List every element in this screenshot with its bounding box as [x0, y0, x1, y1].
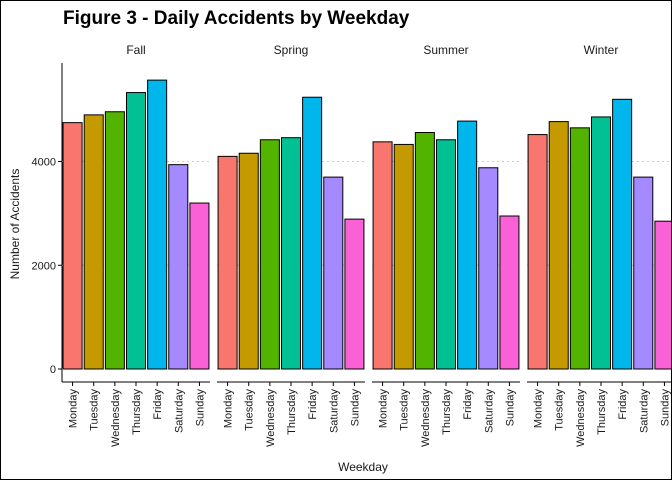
- facet-strip-label: Spring: [274, 43, 309, 57]
- x-tick-label: Saturday: [173, 389, 185, 434]
- bar-winter-sunday: [654, 220, 671, 370]
- x-tick-label: Tuesday: [244, 389, 256, 431]
- x-tick-label: Thursday: [131, 389, 143, 435]
- bar-spring-wednesday: [259, 139, 280, 370]
- bar-fall-sunday: [189, 202, 210, 370]
- bar-summer-friday: [457, 120, 478, 370]
- x-tick-label: Tuesday: [554, 389, 566, 431]
- x-tick-label: Sunday: [194, 389, 206, 427]
- bar-spring-friday: [302, 96, 323, 370]
- bar-winter-friday: [612, 98, 633, 370]
- x-tick-label: Friday: [152, 389, 164, 420]
- bar-winter-wednesday: [569, 127, 590, 370]
- facet-strip-label: Summer: [423, 43, 468, 57]
- facet-panel-winter: Winter Monday Tuesday Wednesday Thursday Frid…: [527, 43, 671, 447]
- bar-spring-tuesday: [238, 152, 259, 370]
- bar-spring-saturday: [323, 176, 344, 370]
- facet-panel-summer: Summer Monday Tuesday Wednesday Thursday Frid…: [372, 43, 520, 447]
- bar-spring-thursday: [280, 137, 302, 370]
- x-tick-label: Wednesday: [420, 389, 432, 447]
- x-tick-label: Thursday: [286, 389, 298, 435]
- bar-fall-monday: [62, 122, 83, 370]
- bar-fall-saturday: [168, 164, 189, 370]
- facet-panel-spring: Spring Monday Tuesday Wednesday Thursday Frid…: [217, 43, 365, 447]
- bar-fall-friday: [147, 79, 168, 370]
- bar-spring-monday: [217, 155, 238, 370]
- bar-summer-wednesday: [414, 131, 435, 370]
- bar-spring-sunday: [344, 218, 365, 370]
- facet-strip-label: Winter: [584, 43, 619, 57]
- x-tick-label: Wednesday: [110, 389, 122, 447]
- x-tick-label: Friday: [462, 389, 474, 420]
- x-tick-label: Monday: [378, 389, 390, 429]
- x-tick-label: Wednesday: [575, 389, 587, 447]
- y-tick-label: 0: [50, 364, 56, 376]
- x-tick-label: Friday: [617, 389, 629, 420]
- x-tick-label: Wednesday: [265, 389, 277, 447]
- x-tick-label: Sunday: [504, 389, 516, 427]
- x-tick-label: Friday: [307, 389, 319, 420]
- x-tick-label: Monday: [223, 389, 235, 429]
- x-tick-label: Monday: [68, 389, 80, 429]
- facet-strip-label: Fall: [126, 43, 145, 57]
- bar-summer-sunday: [499, 215, 520, 370]
- x-tick-label: Thursday: [596, 389, 608, 435]
- bar-fall-thursday: [125, 92, 147, 370]
- bar-fall-tuesday: [83, 114, 104, 370]
- bar-summer-saturday: [478, 167, 499, 370]
- bar-summer-monday: [372, 141, 393, 370]
- y-tick-label: 2000: [32, 260, 56, 272]
- chart-title: Figure 3 - Daily Accidents by Weekday: [63, 8, 410, 29]
- y-tick-label: 4000: [32, 157, 56, 169]
- x-tick-label: Tuesday: [89, 389, 101, 431]
- bar-winter-thursday: [590, 116, 612, 370]
- facet-panels: 0 2000 4000 Fall Monday Tuesday Wednesday Thurs…: [32, 43, 671, 447]
- y-axis-title: Number of Accidents: [8, 169, 22, 280]
- x-tick-label: Saturday: [638, 389, 650, 434]
- x-axis-title: Weekday: [338, 460, 388, 474]
- facet-panel-fall: Fall Monday Tuesday Wednesday Thursday Friday…: [62, 43, 210, 447]
- bar-summer-tuesday: [393, 143, 414, 370]
- x-tick-label: Saturday: [483, 389, 495, 434]
- bar-fall-wednesday: [104, 111, 125, 370]
- bar-winter-monday: [527, 134, 548, 370]
- bar-summer-thursday: [435, 139, 457, 370]
- bar-winter-tuesday: [548, 121, 569, 370]
- x-tick-label: Sunday: [349, 389, 361, 427]
- x-tick-label: Saturday: [328, 389, 340, 434]
- x-tick-label: Tuesday: [399, 389, 411, 431]
- x-tick-label: Monday: [533, 389, 545, 429]
- bar-winter-saturday: [633, 176, 654, 370]
- x-tick-label: Sunday: [659, 389, 671, 427]
- x-tick-label: Thursday: [441, 389, 453, 435]
